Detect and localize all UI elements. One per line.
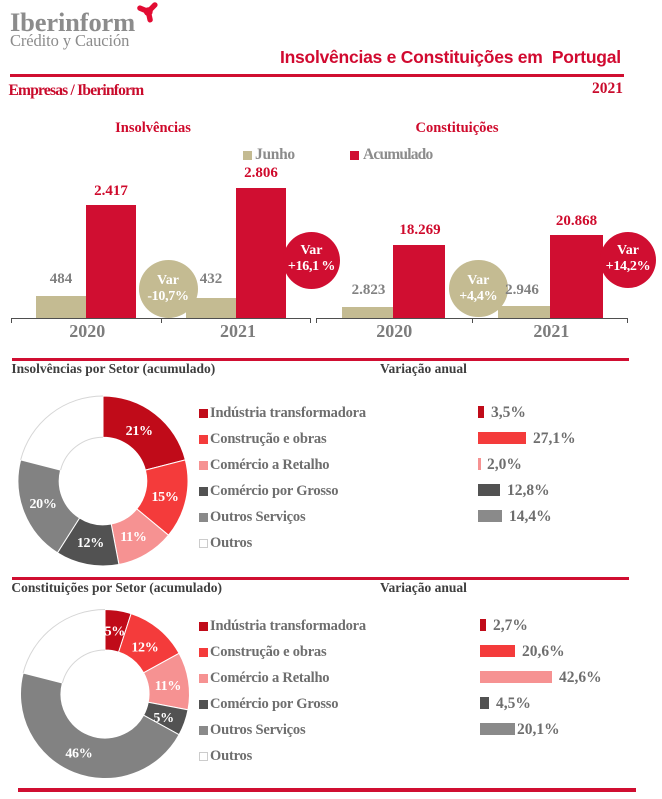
svg-text:21%: 21% xyxy=(126,424,153,439)
svg-text:5%: 5% xyxy=(153,711,173,726)
svg-text:46%: 46% xyxy=(65,747,92,762)
svg-text:11%: 11% xyxy=(120,530,146,545)
svg-text:5%: 5% xyxy=(105,625,125,640)
svg-text:12%: 12% xyxy=(77,536,104,551)
svg-text:12%: 12% xyxy=(131,640,158,655)
svg-text:15%: 15% xyxy=(151,490,178,505)
svg-text:11%: 11% xyxy=(155,679,181,694)
svg-text:20%: 20% xyxy=(29,497,56,512)
